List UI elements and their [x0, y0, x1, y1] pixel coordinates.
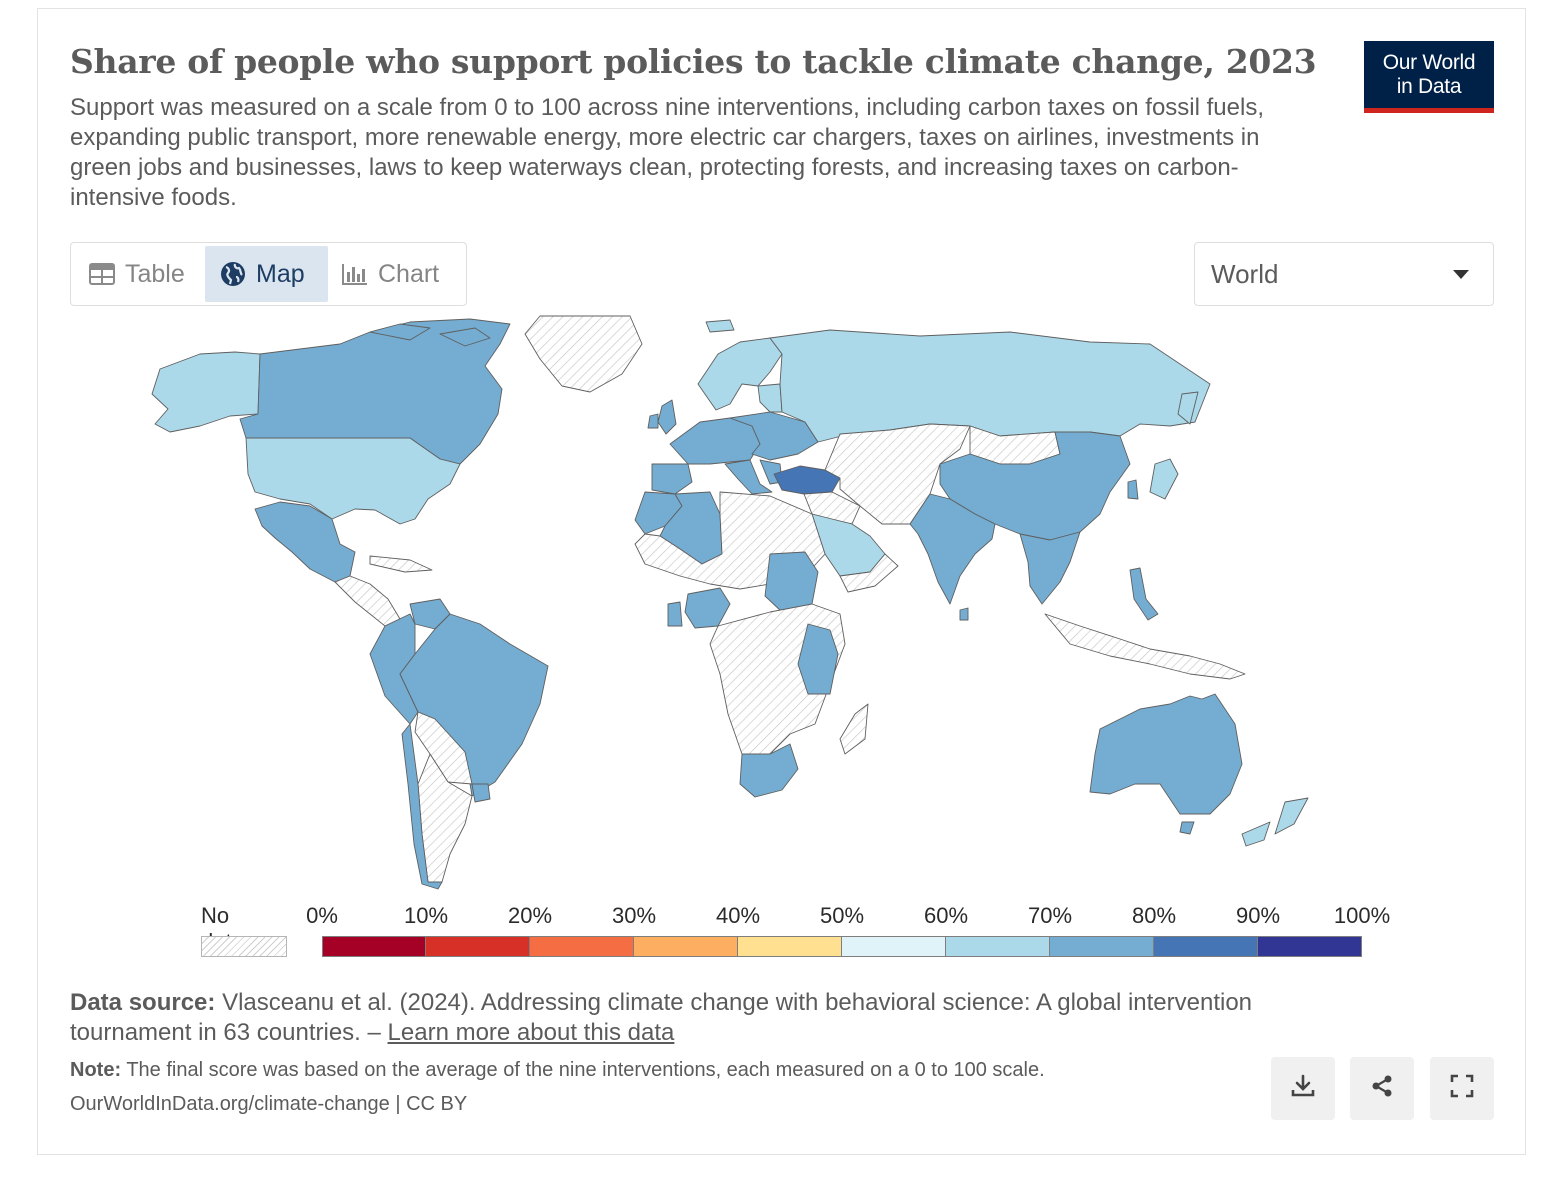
map-region-scandinavia[interactable] — [697, 337, 783, 411]
map-region-southeast-asia[interactable] — [1019, 531, 1081, 605]
globe-icon — [220, 261, 246, 287]
legend-bin[interactable] — [946, 936, 1050, 957]
legend-bin[interactable] — [738, 936, 842, 957]
map-region-nigeria[interactable] — [684, 587, 731, 629]
chart-title: Share of people who support policies to … — [70, 42, 1317, 81]
map-region-kenya[interactable] — [797, 623, 839, 695]
map-region-ghana[interactable] — [667, 601, 683, 627]
map-region-italy-balkans[interactable] — [724, 459, 783, 495]
legend-bin[interactable] — [1258, 936, 1362, 957]
legend-bin[interactable] — [530, 936, 634, 957]
share-button[interactable] — [1350, 1057, 1414, 1120]
data-source-label: Data source: — [70, 989, 216, 1016]
legend-bin[interactable] — [842, 936, 946, 957]
legend-bin[interactable] — [634, 936, 738, 957]
view-tabs: Table Map Chart — [70, 242, 467, 306]
legend-tick-label: 90% — [1235, 903, 1281, 928]
legend-tick-label: 100% — [1333, 903, 1391, 928]
note-label: Note: — [70, 1059, 122, 1081]
source-url[interactable]: OurWorldInData.org/climate-change | CC B… — [70, 1093, 468, 1115]
legend-bin[interactable] — [1154, 936, 1258, 957]
tab-table-label: Table — [125, 259, 185, 288]
map-region-korea[interactable] — [1127, 479, 1139, 500]
fullscreen-button[interactable] — [1430, 1057, 1494, 1120]
map-region-bolivia-paraguay[interactable] — [414, 711, 473, 785]
map-region-indonesia[interactable] — [1044, 613, 1246, 680]
map-region-japan[interactable] — [1149, 458, 1179, 500]
map-region-uruguay[interactable] — [471, 783, 491, 803]
learn-more-link[interactable]: Learn more about this data — [387, 1019, 675, 1046]
share-icon — [1369, 1073, 1395, 1104]
map-region-alaska[interactable] — [151, 351, 261, 433]
note-text: The final score was based on the average… — [126, 1059, 1045, 1081]
data-source-text: Vlasceanu et al. (2024). Addressing clim… — [70, 989, 1253, 1046]
map-region-eastern-europe[interactable] — [729, 411, 819, 461]
legend-no-data-swatch — [201, 936, 287, 957]
tab-chart-label: Chart — [378, 259, 440, 288]
map-region-kamchatka[interactable] — [1177, 391, 1199, 425]
tab-table[interactable]: Table — [89, 246, 205, 302]
map-region-sudan[interactable] — [764, 551, 819, 613]
chart-subtitle: Support was measured on a scale from 0 t… — [70, 94, 1264, 211]
map-region-western-europe[interactable] — [669, 417, 761, 465]
map-region-caribbean[interactable] — [369, 555, 433, 573]
map-region-tasmania[interactable] — [1179, 821, 1195, 835]
map-region-canada-islands[interactable] — [369, 323, 491, 347]
map-region-iceland[interactable] — [705, 319, 735, 333]
legend-tick-label: 40% — [715, 903, 761, 928]
chart-frame — [37, 8, 1526, 1155]
map-region-sri-lanka[interactable] — [959, 607, 969, 621]
legend-tick-label: 10% — [403, 903, 449, 928]
table-icon — [89, 263, 115, 285]
map-region-usa[interactable] — [245, 437, 461, 525]
legend-tick-label: 60% — [923, 903, 969, 928]
fullscreen-icon — [1450, 1074, 1474, 1103]
tab-chart[interactable]: Chart — [342, 246, 462, 302]
map-region-central-america[interactable] — [334, 575, 401, 627]
legend-tick-label: 50% — [819, 903, 865, 928]
region-select[interactable]: World — [1194, 242, 1494, 306]
map-region-russia[interactable] — [769, 329, 1211, 443]
legend-bin[interactable] — [1050, 936, 1154, 957]
legend-bin[interactable] — [322, 936, 426, 957]
owid-logo[interactable]: Our World in Data — [1364, 41, 1494, 113]
map-region-brazil[interactable] — [399, 613, 549, 797]
download-button[interactable] — [1271, 1057, 1335, 1120]
data-source: Data source: Vlasceanu et al. (2024). Ad… — [70, 988, 1340, 1048]
legend-tick-label: 30% — [611, 903, 657, 928]
logo-line-1: Our World — [1382, 51, 1476, 74]
logo-line-2: in Data — [1396, 75, 1462, 98]
bar-chart-icon — [342, 263, 368, 285]
map-region-greenland[interactable] — [524, 315, 643, 393]
map-region-chile[interactable] — [401, 723, 443, 890]
legend-tick-label: 70% — [1027, 903, 1073, 928]
tab-map-label: Map — [256, 259, 305, 288]
tab-map[interactable]: Map — [205, 246, 328, 302]
map-region-madagascar[interactable] — [839, 703, 869, 755]
legend-bin[interactable] — [426, 936, 530, 957]
map-region-india[interactable] — [909, 493, 996, 605]
caret-down-icon — [1453, 270, 1469, 279]
map-region-yemen-oman[interactable] — [839, 553, 899, 593]
chart-note: Note: The final score was based on the a… — [70, 1059, 1045, 1082]
map-region-new-zealand[interactable] — [1241, 797, 1309, 847]
legend-tick-label: 80% — [1131, 903, 1177, 928]
map-region-australia[interactable] — [1089, 693, 1243, 815]
map-region-south-africa[interactable] — [739, 743, 799, 798]
legend-tick-label: 20% — [507, 903, 553, 928]
download-icon — [1290, 1073, 1316, 1104]
map-region-philippines[interactable] — [1129, 567, 1159, 621]
map-region-baltics[interactable] — [757, 383, 783, 413]
region-select-value: World — [1211, 259, 1279, 289]
map-region-turkey[interactable] — [773, 465, 841, 495]
legend-tick-label: 0% — [306, 903, 338, 928]
map-region-iberia[interactable] — [651, 463, 693, 495]
world-map[interactable] — [70, 314, 1370, 894]
map-region-uk[interactable] — [647, 399, 677, 435]
